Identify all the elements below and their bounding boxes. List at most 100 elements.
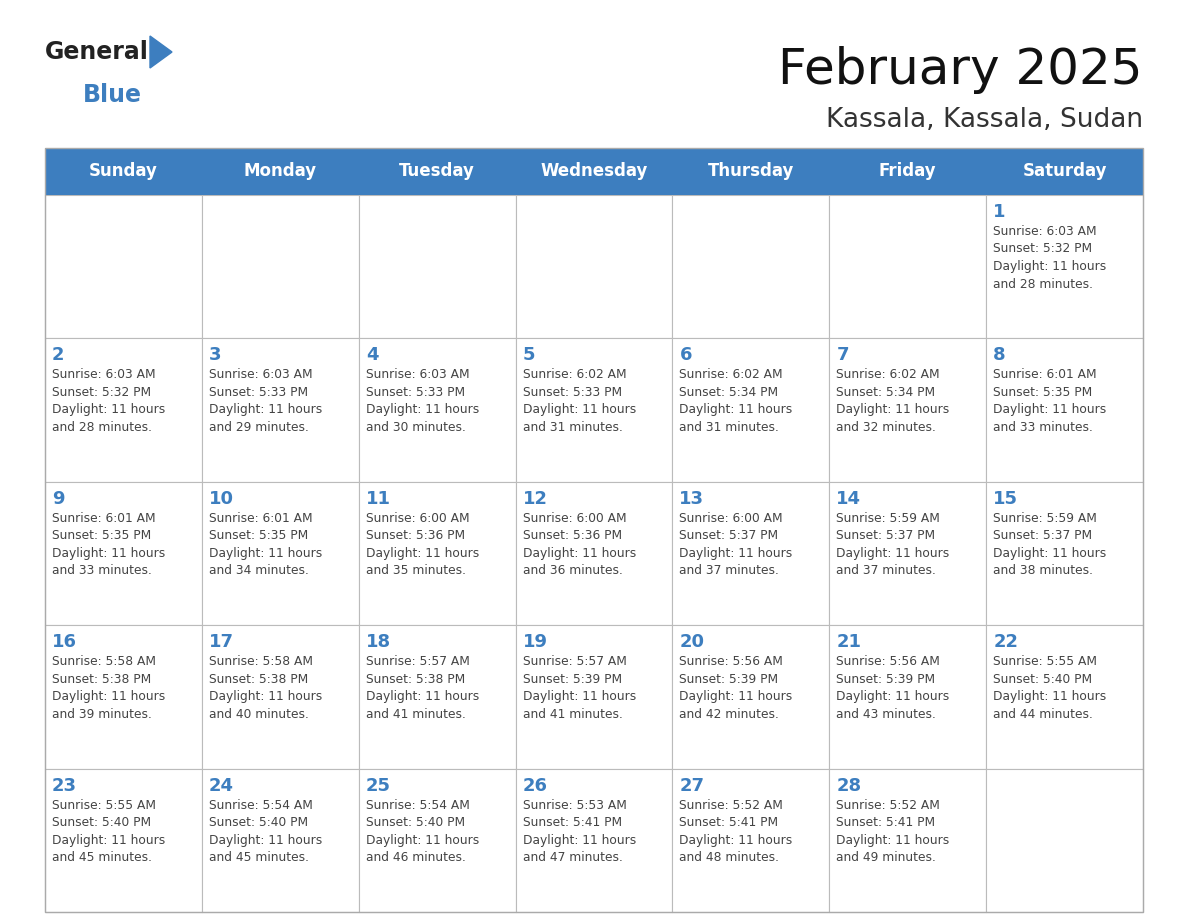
Text: Sunrise: 5:58 AM: Sunrise: 5:58 AM xyxy=(52,655,156,668)
Text: Sunset: 5:41 PM: Sunset: 5:41 PM xyxy=(680,816,778,829)
Text: Sunrise: 5:52 AM: Sunrise: 5:52 AM xyxy=(836,799,940,812)
Text: Blue: Blue xyxy=(83,83,143,107)
Text: Daylight: 11 hours: Daylight: 11 hours xyxy=(523,403,636,417)
Text: Daylight: 11 hours: Daylight: 11 hours xyxy=(680,547,792,560)
Text: 10: 10 xyxy=(209,490,234,508)
Text: and 37 minutes.: and 37 minutes. xyxy=(836,565,936,577)
Text: and 42 minutes.: and 42 minutes. xyxy=(680,708,779,721)
Text: and 34 minutes.: and 34 minutes. xyxy=(209,565,309,577)
Text: Sunrise: 5:54 AM: Sunrise: 5:54 AM xyxy=(209,799,312,812)
Text: and 45 minutes.: and 45 minutes. xyxy=(209,851,309,864)
Text: Sunrise: 5:57 AM: Sunrise: 5:57 AM xyxy=(523,655,626,668)
Text: 15: 15 xyxy=(993,490,1018,508)
Text: 19: 19 xyxy=(523,633,548,651)
Text: Sunrise: 6:00 AM: Sunrise: 6:00 AM xyxy=(366,512,469,525)
Text: Sunrise: 6:03 AM: Sunrise: 6:03 AM xyxy=(366,368,469,381)
Text: and 45 minutes.: and 45 minutes. xyxy=(52,851,152,864)
Text: Daylight: 11 hours: Daylight: 11 hours xyxy=(366,547,479,560)
Text: Daylight: 11 hours: Daylight: 11 hours xyxy=(836,547,949,560)
Text: 12: 12 xyxy=(523,490,548,508)
Text: Sunrise: 5:56 AM: Sunrise: 5:56 AM xyxy=(836,655,940,668)
Text: and 39 minutes.: and 39 minutes. xyxy=(52,708,152,721)
Bar xyxy=(829,625,986,768)
Text: and 41 minutes.: and 41 minutes. xyxy=(366,708,466,721)
Text: Daylight: 11 hours: Daylight: 11 hours xyxy=(993,403,1106,417)
Text: Sunrise: 6:03 AM: Sunrise: 6:03 AM xyxy=(209,368,312,381)
Text: Sunset: 5:36 PM: Sunset: 5:36 PM xyxy=(366,530,465,543)
Text: Sunset: 5:35 PM: Sunset: 5:35 PM xyxy=(52,530,151,543)
Text: and 29 minutes.: and 29 minutes. xyxy=(209,420,309,434)
Text: 4: 4 xyxy=(366,346,378,364)
Text: 9: 9 xyxy=(52,490,64,508)
Text: Daylight: 11 hours: Daylight: 11 hours xyxy=(680,403,792,417)
Text: Daylight: 11 hours: Daylight: 11 hours xyxy=(209,403,322,417)
Text: Sunset: 5:33 PM: Sunset: 5:33 PM xyxy=(209,386,308,399)
Bar xyxy=(45,148,1143,195)
Text: Sunset: 5:36 PM: Sunset: 5:36 PM xyxy=(523,530,621,543)
Text: Sunrise: 6:00 AM: Sunrise: 6:00 AM xyxy=(680,512,783,525)
Text: and 36 minutes.: and 36 minutes. xyxy=(523,565,623,577)
Text: and 31 minutes.: and 31 minutes. xyxy=(680,420,779,434)
Bar xyxy=(202,625,359,768)
Text: Sunset: 5:41 PM: Sunset: 5:41 PM xyxy=(836,816,935,829)
Text: February 2025: February 2025 xyxy=(778,46,1143,94)
Text: Sunset: 5:35 PM: Sunset: 5:35 PM xyxy=(209,530,308,543)
Text: Daylight: 11 hours: Daylight: 11 hours xyxy=(366,690,479,703)
Text: 8: 8 xyxy=(993,346,1006,364)
Text: and 33 minutes.: and 33 minutes. xyxy=(52,565,152,577)
Text: 20: 20 xyxy=(680,633,704,651)
Text: Monday: Monday xyxy=(244,162,317,181)
Bar xyxy=(986,195,1143,339)
Polygon shape xyxy=(150,36,172,68)
Text: Daylight: 11 hours: Daylight: 11 hours xyxy=(993,690,1106,703)
Bar xyxy=(516,625,672,768)
Bar xyxy=(45,339,202,482)
Text: Sunrise: 5:53 AM: Sunrise: 5:53 AM xyxy=(523,799,626,812)
Bar xyxy=(202,195,359,339)
Bar xyxy=(986,339,1143,482)
Text: 6: 6 xyxy=(680,346,691,364)
Text: Daylight: 11 hours: Daylight: 11 hours xyxy=(836,403,949,417)
Bar xyxy=(516,339,672,482)
Text: Daylight: 11 hours: Daylight: 11 hours xyxy=(993,260,1106,273)
Text: Sunset: 5:34 PM: Sunset: 5:34 PM xyxy=(836,386,935,399)
Bar xyxy=(359,768,516,912)
Text: Daylight: 11 hours: Daylight: 11 hours xyxy=(52,690,165,703)
Bar xyxy=(829,482,986,625)
Text: 7: 7 xyxy=(836,346,848,364)
Bar xyxy=(829,768,986,912)
Bar xyxy=(202,482,359,625)
Text: 16: 16 xyxy=(52,633,77,651)
Text: 24: 24 xyxy=(209,777,234,795)
Bar xyxy=(516,768,672,912)
Text: 14: 14 xyxy=(836,490,861,508)
Bar xyxy=(202,339,359,482)
Text: Daylight: 11 hours: Daylight: 11 hours xyxy=(836,690,949,703)
Bar xyxy=(986,625,1143,768)
Text: Sunday: Sunday xyxy=(89,162,158,181)
Text: 23: 23 xyxy=(52,777,77,795)
Text: Daylight: 11 hours: Daylight: 11 hours xyxy=(209,547,322,560)
Text: and 44 minutes.: and 44 minutes. xyxy=(993,708,1093,721)
Text: Sunset: 5:34 PM: Sunset: 5:34 PM xyxy=(680,386,778,399)
Text: Sunset: 5:38 PM: Sunset: 5:38 PM xyxy=(209,673,308,686)
Text: Sunrise: 6:02 AM: Sunrise: 6:02 AM xyxy=(836,368,940,381)
Text: and 43 minutes.: and 43 minutes. xyxy=(836,708,936,721)
Text: Sunset: 5:35 PM: Sunset: 5:35 PM xyxy=(993,386,1093,399)
Text: 1: 1 xyxy=(993,203,1006,221)
Text: Sunset: 5:33 PM: Sunset: 5:33 PM xyxy=(523,386,621,399)
Text: Daylight: 11 hours: Daylight: 11 hours xyxy=(993,547,1106,560)
Bar xyxy=(359,482,516,625)
Bar xyxy=(672,768,829,912)
Text: 2: 2 xyxy=(52,346,64,364)
Text: Daylight: 11 hours: Daylight: 11 hours xyxy=(523,690,636,703)
Text: 27: 27 xyxy=(680,777,704,795)
Text: and 35 minutes.: and 35 minutes. xyxy=(366,565,466,577)
Bar xyxy=(672,195,829,339)
Text: and 46 minutes.: and 46 minutes. xyxy=(366,851,466,864)
Text: Sunset: 5:39 PM: Sunset: 5:39 PM xyxy=(523,673,621,686)
Text: 22: 22 xyxy=(993,633,1018,651)
Text: and 28 minutes.: and 28 minutes. xyxy=(52,420,152,434)
Text: Sunrise: 5:58 AM: Sunrise: 5:58 AM xyxy=(209,655,312,668)
Text: and 32 minutes.: and 32 minutes. xyxy=(836,420,936,434)
